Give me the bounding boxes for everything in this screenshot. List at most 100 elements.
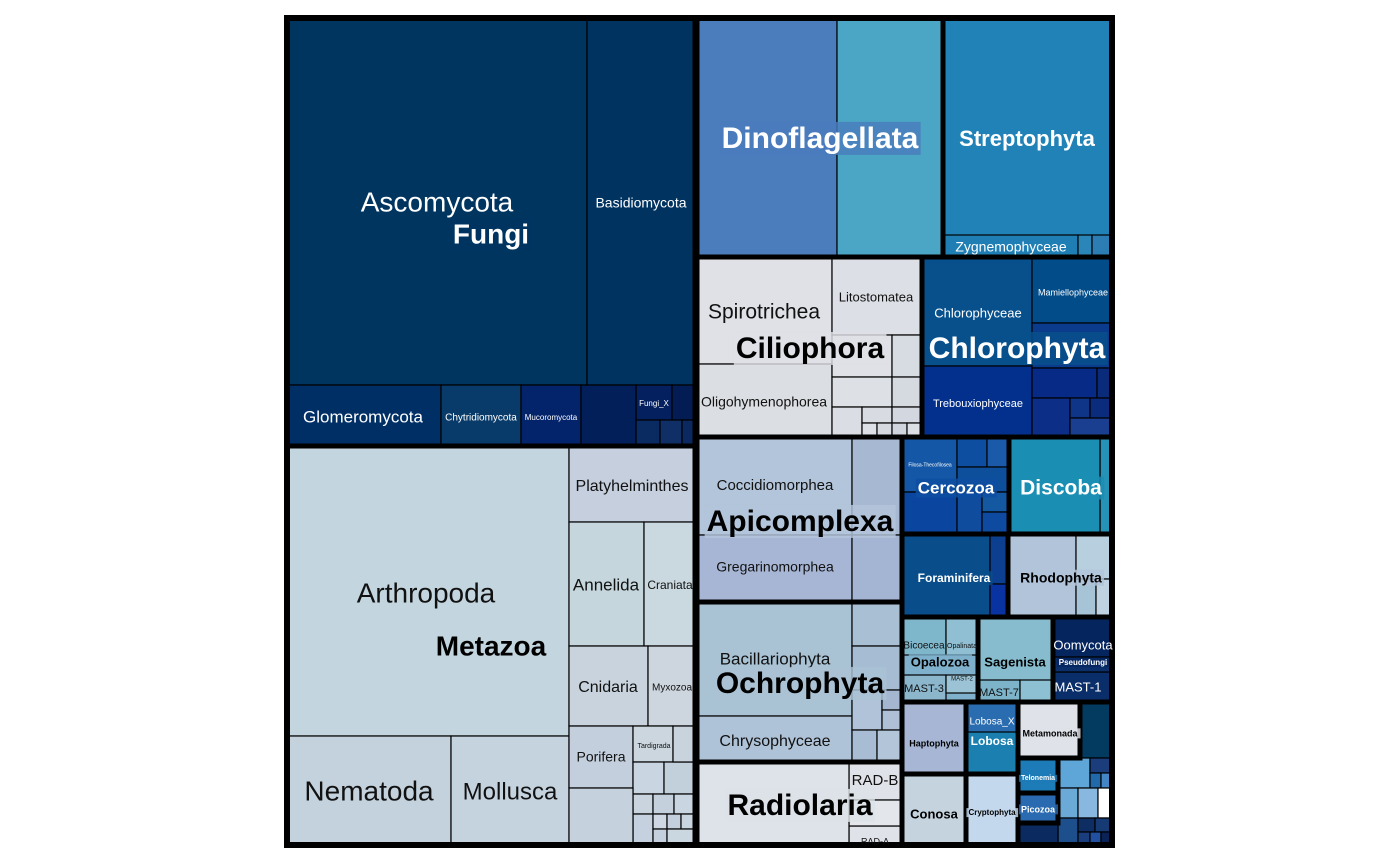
minor-tile xyxy=(956,436,988,468)
group-label-opalozoa: Opalozoa xyxy=(911,654,970,669)
subgroup-label-fungi-x: Fungi_X xyxy=(639,399,669,408)
minor-tile xyxy=(580,384,637,447)
minor-tile xyxy=(831,376,893,408)
minor-tile xyxy=(891,334,923,378)
group-label-bg-metazoa xyxy=(433,630,549,662)
subgroup-label-arthropoda: Arthropoda xyxy=(357,577,496,608)
minor-tile xyxy=(671,384,696,421)
subgroup-label-annelida: Annelida xyxy=(573,575,640,594)
minor-tile xyxy=(1057,787,1079,819)
group-label-discoba: Discoba xyxy=(1020,477,1102,500)
group-label-rhodophyta: Rhodophyta xyxy=(1020,570,1102,586)
group-label-bg-rhodophyta xyxy=(1018,569,1105,586)
subgroup-label-chrysophyceae: Chrysophyceae xyxy=(719,733,830,750)
subgroup-tile-fungi-x xyxy=(635,384,673,421)
group-label-streptophyta: Streptophyta xyxy=(959,126,1095,151)
group-label-telonemia: Telonemia xyxy=(1021,775,1055,782)
subgroup-label-oomycota: Oomycota xyxy=(1053,637,1113,652)
subgroup-label-opalinata: Opalinata xyxy=(947,643,977,650)
group-label-bg-streptophyta xyxy=(957,125,1098,151)
subgroup-label-bacillariophyta: Bacillariophyta xyxy=(720,649,831,668)
group-label-chlorophyta: Chlorophyta xyxy=(929,332,1106,365)
subgroup-tile-mamiellophyceae xyxy=(1031,256,1113,324)
subgroup-label-mollusca: Mollusca xyxy=(463,778,558,805)
minor-tile xyxy=(851,534,903,603)
group-label-bg-sagenista xyxy=(982,654,1049,670)
subgroup-label-zygnemophyceae: Zygnemophyceae xyxy=(955,239,1067,255)
subgroup-label-bicoecea: Bicoecea xyxy=(903,641,945,652)
group-label-bg-fungi xyxy=(450,218,532,250)
subgroup-label-filosa-thecofilosea: Filosa-Thecofilosea xyxy=(908,462,952,468)
subgroup-label-cnidaria: Cnidaria xyxy=(578,679,638,696)
subgroup-label-litostomatea: Litostomatea xyxy=(839,289,914,304)
minor-tile xyxy=(986,436,1010,468)
subgroup-label-spirotrichea: Spirotrichea xyxy=(708,301,820,324)
minor-tile xyxy=(891,376,923,408)
subgroup-label-tardigrada: Tardigrada xyxy=(637,743,670,750)
subgroup-labels-layer: Ascomycota Basidiomycota Glomeromycota Chyt… xyxy=(303,186,1113,846)
subgroup-label-mamiellophyceae: Mamiellophyceae xyxy=(1038,287,1108,297)
group-label-bg-opalozoa xyxy=(908,654,973,670)
group-label-dinoflagellata: Dinoflagellata xyxy=(722,122,919,155)
minor-tile xyxy=(1089,757,1113,774)
subgroup-label-lobosa-x: Lobosa_X xyxy=(969,717,1014,728)
group-label-apicomplexa: Apicomplexa xyxy=(707,505,894,538)
group-borders-layer xyxy=(284,15,1115,848)
minor-tile xyxy=(1079,701,1113,759)
subgroup-label-gregarinomorphea: Gregarinomorphea xyxy=(716,559,834,575)
subgroup-label-trebouxiophyceae: Trebouxiophyceae xyxy=(933,398,1023,410)
minor-tile xyxy=(876,729,903,763)
minor-tile xyxy=(851,601,903,647)
group-label-conosa: Conosa xyxy=(910,806,958,821)
minor-tile xyxy=(666,813,682,830)
minor-tile xyxy=(1019,679,1054,703)
group-label-bg-ochrophyta xyxy=(713,666,887,700)
group-label-bg-picozoa xyxy=(1018,804,1058,815)
minor-tile xyxy=(1089,397,1113,419)
group-label-bg-pseudofungi xyxy=(1056,658,1110,668)
group-label-bg-haptophyta xyxy=(907,738,962,749)
minor-tile xyxy=(568,787,634,846)
group-label-lobosa: Lobosa xyxy=(971,734,1014,748)
treemap-outer-border xyxy=(284,15,1115,848)
minor-tile xyxy=(831,406,863,438)
minor-tile xyxy=(652,793,675,815)
subgroup-tile-mucoromycota xyxy=(520,384,582,447)
group-label-bg-apicomplexa xyxy=(704,504,896,538)
minor-tile xyxy=(1017,822,1059,846)
minor-tile xyxy=(881,709,903,731)
subgroup-label-platyhelminthes: Platyhelminthes xyxy=(576,478,689,495)
subgroup-label-rad-b: RAD-B xyxy=(852,772,899,789)
group-label-bg-foraminifera xyxy=(915,571,993,586)
group-border-picozoa xyxy=(1015,790,1061,826)
subgroup-tile-chytridiomycota xyxy=(440,384,522,447)
subgroup-tile-nematoda xyxy=(286,735,452,846)
minor-tile xyxy=(1077,787,1099,819)
minor-tile xyxy=(1057,757,1091,789)
minor-tile xyxy=(663,761,696,795)
subgroup-tile-opalinata xyxy=(945,616,979,656)
subgroup-tile-mast-3 xyxy=(901,674,947,703)
group-label-ochrophyta: Ochrophyta xyxy=(716,667,885,700)
minor-tile xyxy=(1031,397,1071,438)
subgroup-label-nematoda: Nematoda xyxy=(304,775,434,806)
group-label-cercozoa: Cercozoa xyxy=(918,478,995,497)
minor-tile xyxy=(981,511,1010,535)
minor-tile xyxy=(659,419,683,447)
minor-tile xyxy=(652,813,668,830)
group-label-bg-cercozoa xyxy=(915,478,997,498)
group-labels-layer: Fungi Metazoa Dinoflagellata Streptophyta Ci… xyxy=(433,121,1110,822)
group-label-metazoa: Metazoa xyxy=(436,630,547,661)
subgroup-label-mast-1: MAST-1 xyxy=(1055,679,1102,694)
group-label-ciliophora: Ciliophora xyxy=(736,332,885,365)
minor-tile xyxy=(632,793,654,815)
subgroup-tile-oligohymenophorea xyxy=(696,363,833,438)
minor-tile xyxy=(1089,772,1102,789)
minor-tile xyxy=(956,491,983,535)
subgroup-label-craniata: Craniata xyxy=(647,578,693,592)
group-label-bg-ciliophora xyxy=(733,331,887,365)
minor-tile xyxy=(632,761,665,795)
minor-tile xyxy=(851,729,878,763)
group-label-bg-telonemia xyxy=(1018,774,1058,782)
subgroup-label-glomeromycota: Glomeromycota xyxy=(303,407,424,426)
